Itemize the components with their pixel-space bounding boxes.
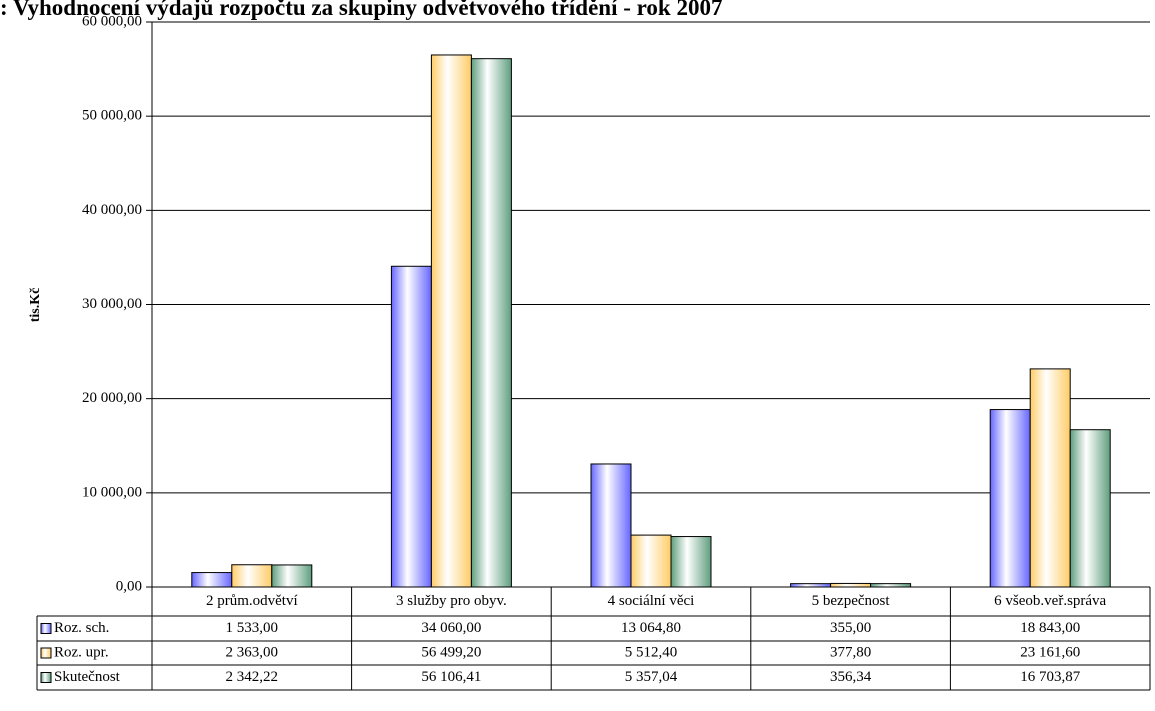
y-tick-label: 50 000,00 (82, 108, 142, 124)
bar (430, 54, 472, 588)
bar (830, 582, 872, 588)
y-axis-label: tis.Kč (28, 288, 43, 323)
bar (790, 583, 832, 588)
bar (670, 536, 712, 588)
table-cell: 355,00 (830, 620, 871, 636)
bar (271, 564, 313, 588)
legend-label: Skutečnost (54, 669, 121, 685)
table-cell: 34 060,00 (421, 620, 481, 636)
legend-label: Roz. sch. (54, 620, 109, 636)
table-cell: 2 342,22 (226, 669, 279, 685)
table-cell: 56 106,41 (421, 669, 481, 685)
x-tick-label: 5 bezpečnost (812, 593, 891, 609)
bar (390, 265, 432, 588)
bar (470, 58, 512, 588)
y-tick-label: 20 000,00 (82, 390, 142, 406)
x-tick-label: 2 prům.odvětví (206, 593, 298, 609)
bar (989, 409, 1031, 588)
table-cell: 5 357,04 (625, 669, 678, 685)
y-tick-label: 30 000,00 (82, 296, 142, 312)
x-tick-label: 6 všeob.veř.správa (994, 593, 1106, 609)
table-cell: 13 064,80 (621, 620, 681, 636)
y-tick-label: 40 000,00 (82, 202, 142, 218)
table-cell: 18 843,00 (1020, 620, 1080, 636)
table-cell: 356,34 (830, 669, 872, 685)
y-tick-label: 10 000,00 (82, 484, 142, 500)
chart-title: : Vyhodnocení výdajů rozpočtu za skupiny… (0, 0, 722, 20)
table-cell: 23 161,60 (1020, 644, 1080, 660)
legend-label: Roz. upr. (54, 644, 109, 660)
bar (630, 534, 672, 588)
table-cell: 16 703,87 (1020, 669, 1081, 685)
table-cell: 377,80 (830, 644, 871, 660)
table-cell: 2 363,00 (226, 644, 279, 660)
bar (191, 572, 233, 588)
table-cell: 56 499,20 (421, 644, 481, 660)
x-tick-label: 3 služby pro obyv. (396, 593, 507, 609)
bar (870, 583, 912, 588)
table-cell: 1 533,00 (226, 620, 279, 636)
bar (231, 564, 273, 588)
y-tick-label: 0,00 (116, 578, 142, 594)
x-tick-label: 4 sociální věci (608, 593, 695, 609)
bar (1069, 429, 1111, 588)
legend-key (40, 672, 52, 683)
legend-key (40, 647, 52, 659)
legend-key (40, 623, 52, 634)
bar (590, 463, 632, 588)
bar (1029, 368, 1071, 588)
table-cell: 5 512,40 (625, 644, 678, 660)
y-tick-label: 60 000,00 (82, 13, 142, 29)
